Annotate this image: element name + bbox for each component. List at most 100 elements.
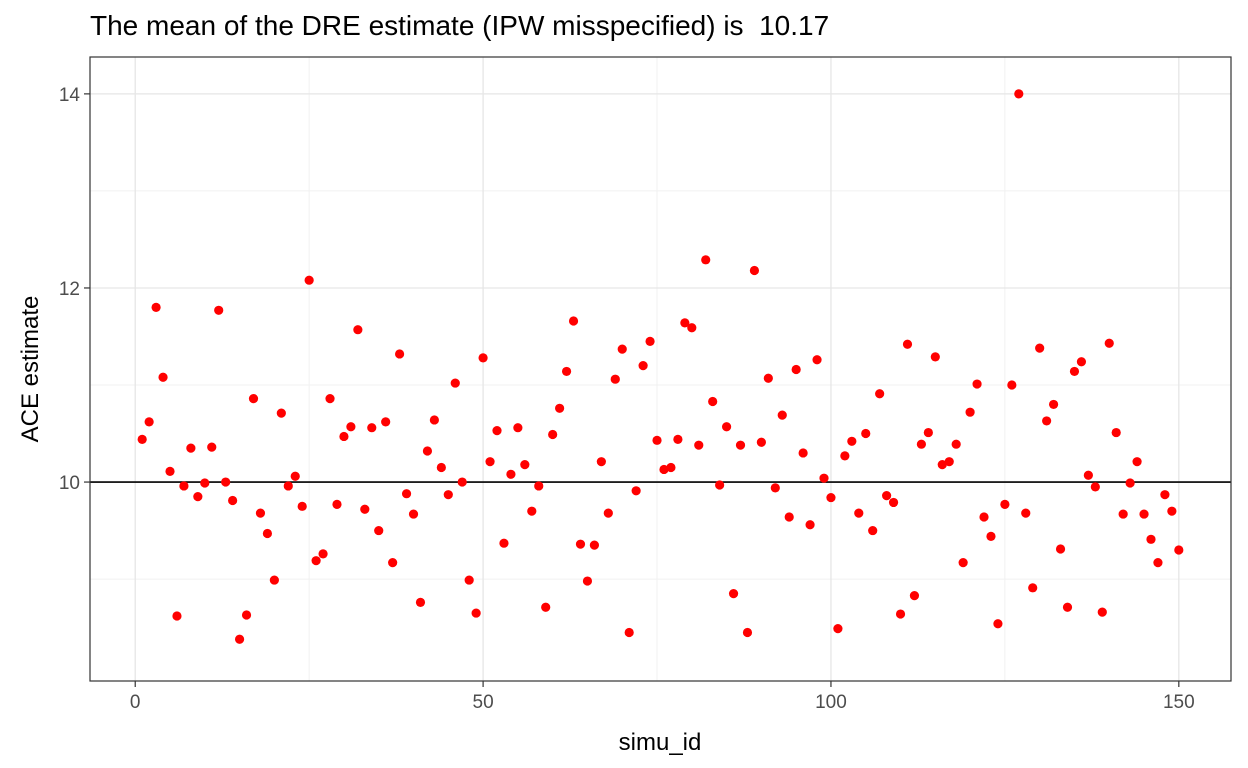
data-point <box>332 499 342 509</box>
data-point <box>1007 380 1017 390</box>
data-point <box>909 591 920 601</box>
data-point <box>902 339 913 349</box>
data-point <box>617 344 627 354</box>
data-point <box>520 459 530 470</box>
data-point <box>930 352 940 362</box>
data-point <box>151 302 161 312</box>
data-point <box>589 540 600 550</box>
data-point <box>1021 508 1031 518</box>
x-axis-title: simu_id <box>619 729 702 756</box>
data-point <box>965 407 975 417</box>
data-point <box>854 508 864 518</box>
data-point <box>304 275 314 285</box>
data-point <box>555 403 565 413</box>
data-point <box>513 423 523 433</box>
data-point <box>596 457 606 467</box>
data-point <box>624 627 634 638</box>
plot-panel-background <box>90 57 1231 681</box>
data-point <box>283 481 293 491</box>
data-point <box>541 602 551 612</box>
data-point <box>770 483 780 493</box>
data-point <box>1160 490 1170 500</box>
data-point <box>1104 338 1114 348</box>
data-point <box>582 576 593 586</box>
data-point <box>534 481 544 491</box>
data-point <box>951 439 961 449</box>
data-point <box>1139 509 1149 519</box>
data-point <box>1055 544 1066 554</box>
data-point <box>165 466 175 476</box>
data-point <box>207 442 217 452</box>
data-point <box>318 549 328 559</box>
data-point <box>158 372 168 382</box>
data-point <box>429 415 439 425</box>
data-point <box>575 539 586 549</box>
data-point <box>144 417 154 427</box>
y-tick-label: 10 <box>59 473 80 494</box>
data-point <box>568 316 579 326</box>
data-point <box>847 436 857 446</box>
data-point <box>937 459 947 470</box>
data-point <box>652 435 662 445</box>
y-axis-ticks: 10 12 14 <box>59 85 90 494</box>
data-point <box>895 609 906 619</box>
data-point <box>694 440 704 450</box>
data-point <box>916 439 926 449</box>
data-point <box>603 508 613 518</box>
data-point <box>436 462 446 473</box>
data-point <box>882 491 892 501</box>
data-point <box>715 480 725 490</box>
data-point <box>826 492 836 503</box>
data-point <box>360 504 370 514</box>
data-point <box>1174 545 1184 555</box>
data-point <box>1111 427 1121 438</box>
data-point <box>680 318 690 328</box>
data-point <box>840 451 850 461</box>
data-point <box>1153 558 1163 568</box>
data-point <box>415 597 426 607</box>
data-point <box>548 429 558 440</box>
data-point <box>805 520 815 530</box>
data-point <box>1083 470 1093 480</box>
plot-panel-border <box>89 56 1232 682</box>
data-point <box>638 361 648 371</box>
data-point <box>374 525 384 536</box>
data-point <box>561 366 572 377</box>
data-point <box>137 434 147 444</box>
minor-gridlines <box>90 57 1231 681</box>
data-point <box>763 373 773 383</box>
x-tick-label: 100 <box>815 692 847 713</box>
data-point <box>659 464 669 475</box>
data-point <box>1014 89 1024 99</box>
data-point <box>1062 602 1073 612</box>
data-point <box>958 558 968 568</box>
data-point <box>888 497 899 508</box>
data-point <box>749 265 760 276</box>
chart-title: The mean of the DRE estimate (IPW misspe… <box>90 10 830 41</box>
data-point <box>172 611 182 621</box>
data-point <box>1090 482 1100 492</box>
data-point <box>798 448 808 458</box>
data-point <box>388 558 398 568</box>
data-point <box>777 410 787 420</box>
data-point <box>610 374 620 384</box>
data-point <box>248 393 259 404</box>
data-point <box>728 589 739 599</box>
data-point <box>262 528 273 539</box>
data-point <box>791 364 801 375</box>
data-point <box>381 417 391 427</box>
y-axis-title: ACE estimate <box>17 296 44 443</box>
data-point <box>179 481 189 491</box>
data-points <box>137 89 1184 644</box>
data-point <box>979 512 989 522</box>
data-point <box>214 305 224 315</box>
data-point <box>875 389 885 399</box>
data-point <box>395 349 405 359</box>
x-axis-ticks: 0 50 100 150 <box>130 681 1195 713</box>
data-point <box>735 440 746 450</box>
data-point <box>339 431 349 442</box>
data-point <box>645 336 655 346</box>
y-tick-label: 14 <box>59 85 81 106</box>
data-point <box>464 575 474 585</box>
